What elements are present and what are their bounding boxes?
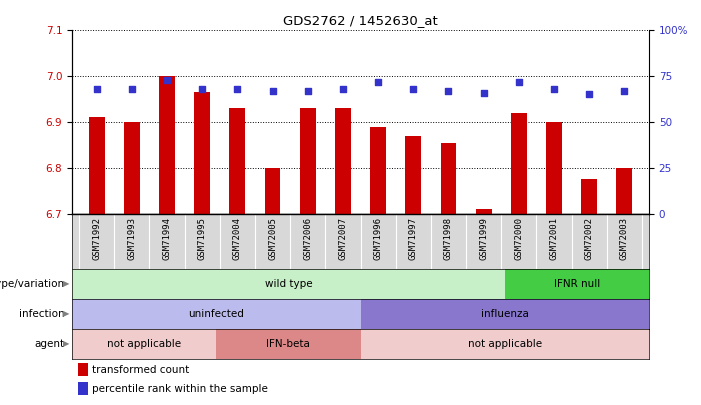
Text: not applicable: not applicable (468, 339, 542, 349)
Bar (194, 92, 210, 214)
Bar (78, 382, 88, 395)
Text: transformed count: transformed count (93, 364, 189, 375)
Text: IFN-beta: IFN-beta (266, 339, 311, 349)
Title: GDS2762 / 1452630_at: GDS2762 / 1452630_at (283, 15, 438, 28)
Point (161, 77, 172, 83)
Text: GSM71998: GSM71998 (444, 217, 453, 260)
Bar (476, 209, 491, 214)
Text: IFNR null: IFNR null (554, 279, 600, 289)
Bar (370, 127, 386, 214)
Text: influenza: influenza (481, 309, 529, 319)
Point (478, 90, 489, 96)
Bar (124, 122, 139, 214)
Text: percentile rank within the sample: percentile rank within the sample (93, 384, 268, 394)
Bar (505, 269, 649, 299)
Text: GSM72004: GSM72004 (233, 217, 242, 260)
Bar (360, 329, 649, 359)
Text: ▶: ▶ (63, 339, 70, 348)
Bar (159, 76, 175, 214)
Text: GSM71996: GSM71996 (374, 217, 383, 260)
Text: infection: infection (20, 309, 65, 319)
Text: GSM72005: GSM72005 (268, 217, 277, 260)
Text: not applicable: not applicable (107, 339, 181, 349)
Bar (229, 108, 245, 214)
Text: ▶: ▶ (63, 279, 70, 288)
Point (619, 87, 630, 94)
Point (196, 85, 207, 92)
Bar (405, 136, 421, 214)
Text: GSM71994: GSM71994 (163, 217, 172, 260)
Bar (335, 108, 350, 214)
Text: wild type: wild type (264, 279, 312, 289)
Text: GSM71993: GSM71993 (128, 217, 136, 260)
Bar (72, 269, 505, 299)
Point (372, 78, 383, 85)
Bar (78, 363, 88, 376)
Point (302, 87, 313, 94)
Text: GSM72007: GSM72007 (339, 217, 348, 260)
Bar (360, 299, 649, 329)
Text: genotype/variation: genotype/variation (0, 279, 65, 289)
Text: GSM71999: GSM71999 (479, 217, 488, 260)
Text: GSM71997: GSM71997 (409, 217, 418, 260)
Bar (616, 168, 632, 214)
Point (548, 85, 559, 92)
Point (443, 87, 454, 94)
Text: GSM72002: GSM72002 (585, 217, 594, 260)
Point (91, 85, 102, 92)
Bar (300, 108, 315, 214)
Text: GSM72000: GSM72000 (515, 217, 524, 260)
Bar (440, 143, 456, 214)
Text: GSM72006: GSM72006 (304, 217, 312, 260)
Bar (581, 179, 597, 214)
Point (337, 85, 348, 92)
Text: ▶: ▶ (63, 309, 70, 318)
Text: GSM72001: GSM72001 (550, 217, 559, 260)
Bar (511, 113, 526, 214)
Point (232, 85, 243, 92)
Point (267, 87, 278, 94)
Bar (216, 329, 360, 359)
Text: uninfected: uninfected (189, 309, 244, 319)
Point (513, 78, 524, 85)
Bar (546, 122, 562, 214)
Bar (72, 299, 360, 329)
Text: GSM71995: GSM71995 (198, 217, 207, 260)
Bar (264, 168, 280, 214)
Point (583, 91, 594, 98)
Text: GSM72003: GSM72003 (620, 217, 629, 260)
Point (408, 85, 419, 92)
Text: GSM71992: GSM71992 (92, 217, 101, 260)
Point (126, 85, 137, 92)
Bar (89, 117, 104, 214)
Text: agent: agent (35, 339, 65, 349)
Bar (72, 329, 216, 359)
